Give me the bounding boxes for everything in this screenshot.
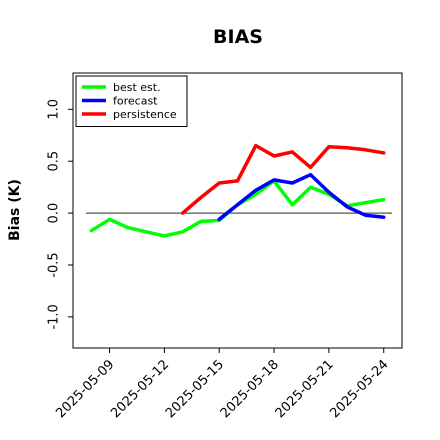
y-tick-label: -1.0 bbox=[47, 304, 62, 329]
y-tick-label: -0.5 bbox=[47, 252, 62, 277]
legend-label: persistence bbox=[113, 108, 177, 121]
y-tick-label: 0.0 bbox=[47, 203, 62, 224]
plot-frame bbox=[72, 72, 403, 349]
legend-label: best est. bbox=[113, 81, 161, 94]
y-tick-label: 0.5 bbox=[47, 151, 62, 172]
y-tick-label: 1.0 bbox=[47, 99, 62, 120]
series-line-persistence bbox=[180, 143, 386, 215]
chart-title: BIAS bbox=[213, 26, 263, 48]
series-line-forecast bbox=[217, 172, 386, 222]
legend-label: forecast bbox=[113, 95, 158, 108]
y-axis-label: Bias (K) bbox=[7, 179, 23, 241]
series-group bbox=[89, 143, 386, 238]
